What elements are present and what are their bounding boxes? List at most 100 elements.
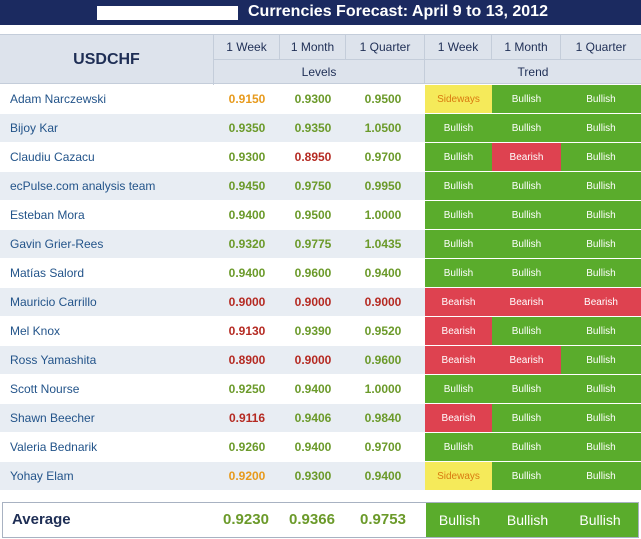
trend-quarter: Bullish (561, 143, 641, 171)
average-trend-quarter: Bullish (562, 503, 638, 537)
col-header-levels-week: 1 Week (214, 35, 280, 60)
trend-quarter: Bullish (561, 114, 641, 142)
trend-month: Bullish (492, 462, 561, 490)
table-row: Valeria Bednarik 0.9260 0.9400 0.9700 Bullis… (0, 433, 641, 462)
trend-quarter: Bullish (561, 259, 641, 287)
average-row: Average 0.9230 0.9366 0.9753 Bullish Bul… (2, 502, 639, 538)
trend-month: Bearish (492, 143, 561, 171)
level-month: 0.9500 (294, 208, 332, 222)
level-quarter: 1.0000 (364, 208, 402, 222)
analyst-name: Mel Knox (10, 324, 61, 338)
level-quarter: 0.9950 (364, 179, 402, 193)
level-month: 0.9390 (294, 324, 332, 338)
col-header-trend-quarter: 1 Quarter (561, 35, 641, 60)
level-quarter: 0.9400 (364, 469, 402, 483)
level-quarter: 0.9600 (364, 353, 402, 367)
trend-week: Bullish (425, 375, 492, 403)
level-week: 0.9450 (228, 179, 266, 193)
table-row: Yohay Elam 0.9200 0.9300 0.9400 Sideways Bull… (0, 462, 641, 491)
trend-quarter: Bullish (561, 172, 641, 200)
average-trend-month: Bullish (493, 503, 562, 537)
trend-week: Bullish (425, 143, 492, 171)
trend-month: Bullish (492, 85, 561, 113)
analyst-name: Ross Yamashita (10, 353, 97, 367)
analyst-name: Gavin Grier-Rees (10, 237, 104, 251)
analyst-name: Matías Salord (10, 266, 85, 280)
level-month: 0.9300 (294, 92, 332, 106)
average-level-quarter: 0.9753 (360, 511, 406, 528)
level-month: 0.9400 (294, 440, 332, 454)
level-quarter: 0.9840 (364, 411, 402, 425)
level-week: 0.9116 (228, 411, 266, 425)
trend-month: Bullish (492, 201, 561, 229)
analyst-name: Scott Nourse (10, 382, 80, 396)
trend-month: Bullish (492, 230, 561, 258)
trend-week: Bullish (425, 259, 492, 287)
analyst-name: Yohay Elam (10, 469, 74, 483)
level-week: 0.9400 (228, 266, 266, 280)
level-quarter: 1.0500 (364, 121, 402, 135)
level-month: 0.9000 (294, 295, 332, 309)
trend-week: Bullish (425, 433, 492, 461)
col-header-trend-week: 1 Week (425, 35, 492, 60)
table-row: Claudiu Cazacu 0.9300 0.8950 0.9700 Bullish B… (0, 143, 641, 172)
table-row: Esteban Mora 0.9400 0.9500 1.0000 Bullish Bul… (0, 201, 641, 230)
level-week: 0.9320 (228, 237, 266, 251)
level-month: 0.9000 (294, 353, 332, 367)
level-week: 0.9250 (228, 382, 266, 396)
table-row: Shawn Beecher 0.9116 0.9406 0.9840 Bearish Bu… (0, 404, 641, 433)
trend-quarter: Bullish (561, 201, 641, 229)
average-level-week: 0.9230 (223, 511, 269, 528)
trend-quarter: Bullish (561, 230, 641, 258)
trend-month: Bullish (492, 404, 561, 432)
trend-quarter: Bullish (561, 346, 641, 374)
level-month: 0.9775 (294, 237, 332, 251)
level-month: 0.9600 (294, 266, 332, 280)
trend-week: Bullish (425, 230, 492, 258)
average-level-month: 0.9366 (289, 511, 335, 528)
level-quarter: 0.9520 (364, 324, 402, 338)
analyst-name: Esteban Mora (10, 208, 85, 222)
group-header-trend: Trend (517, 65, 549, 79)
analyst-name: Mauricio Carrillo (10, 295, 97, 309)
currency-pair: USDCHF (0, 35, 214, 85)
average-trend-week: Bullish (426, 503, 493, 537)
analyst-name: Valeria Bednarik (10, 440, 98, 454)
level-quarter: 1.0435 (364, 237, 402, 251)
table-row: Mel Knox 0.9130 0.9390 0.9520 Bearish Bullish… (0, 317, 641, 346)
table-row: Gavin Grier-Rees 0.9320 0.9775 1.0435 Bullis… (0, 230, 641, 259)
level-quarter: 0.9700 (364, 440, 402, 454)
trend-month: Bullish (492, 375, 561, 403)
trend-week: Bullish (425, 172, 492, 200)
trend-week: Bearish (425, 404, 492, 432)
redacted-box (97, 6, 238, 20)
table-row: Bijoy Kar 0.9350 0.9350 1.0500 Bullish Bullis… (0, 114, 641, 143)
trend-week: Bearish (425, 346, 492, 374)
level-week: 0.9000 (228, 295, 266, 309)
level-quarter: 1.0000 (364, 382, 402, 396)
trend-quarter: Bullish (561, 462, 641, 490)
col-header-trend-month: 1 Month (492, 35, 561, 60)
analyst-name: Claudiu Cazacu (10, 150, 95, 164)
title-bar: Currencies Forecast: April 9 to 13, 2012 (0, 0, 641, 25)
trend-week: Bullish (425, 114, 492, 142)
table-row: Mauricio Carrillo 0.9000 0.9000 0.9000 Beari… (0, 288, 641, 317)
analyst-name: Adam Narczewski (10, 92, 107, 106)
trend-month: Bullish (492, 114, 561, 142)
trend-week: Bearish (425, 288, 492, 316)
level-month: 0.9350 (294, 121, 332, 135)
level-week: 0.9260 (228, 440, 266, 454)
level-month: 0.9400 (294, 382, 332, 396)
table-row: Scott Nourse 0.9250 0.9400 1.0000 Bullish Bul… (0, 375, 641, 404)
level-quarter: 0.9000 (364, 295, 402, 309)
level-quarter: 0.9400 (364, 266, 402, 280)
page-title: Currencies Forecast: April 9 to 13, 2012 (248, 3, 548, 20)
level-month: 0.9406 (294, 411, 332, 425)
level-month: 0.8950 (294, 150, 332, 164)
level-month: 0.9750 (294, 179, 332, 193)
trend-month: Bullish (492, 172, 561, 200)
table-row: Adam Narczewski 0.9150 0.9300 0.9500 Sideway… (0, 85, 641, 114)
analyst-name: Shawn Beecher (10, 411, 95, 425)
trend-month: Bearish (492, 288, 561, 316)
level-week: 0.9300 (228, 150, 266, 164)
